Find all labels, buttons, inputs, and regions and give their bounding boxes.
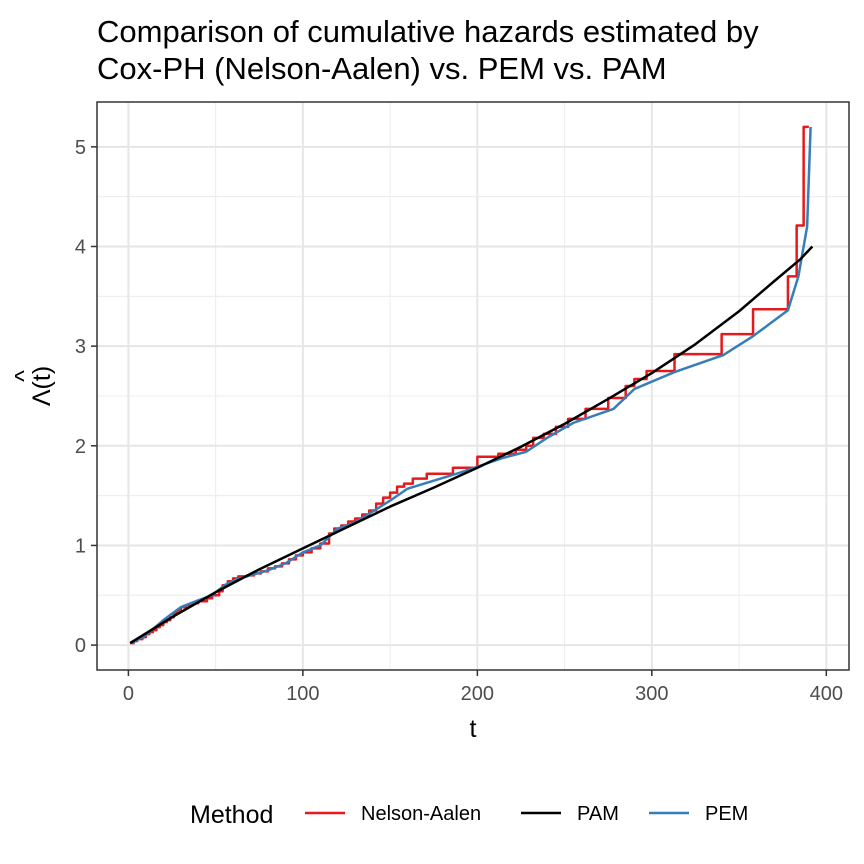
y-tick-label: 5 (75, 137, 86, 159)
chart-title-line-2: Cox-PH (Nelson-Aalen) vs. PEM vs. PAM (97, 51, 667, 86)
x-tick-label: 200 (461, 683, 494, 705)
x-axis-title: t (470, 715, 477, 743)
grid-major (97, 102, 849, 670)
legend-label-pam: PAM (577, 803, 619, 825)
legend: Method Nelson-Aalen PAM PEM (190, 801, 748, 829)
y-axis-title-accent: ^ (10, 370, 38, 382)
y-tick-label: 1 (75, 535, 86, 557)
y-tick-label: 2 (75, 436, 86, 458)
legend-label-pem: PEM (705, 803, 748, 825)
y-axis-title: Λ(t) (28, 366, 56, 406)
x-tick-label: 400 (810, 683, 843, 705)
legend-item-pam: PAM (521, 803, 619, 825)
series-layer (129, 125, 814, 645)
grid-minor (97, 102, 849, 670)
legend-label-nelson-aalen: Nelson-Aalen (361, 803, 481, 825)
legend-item-pem: PEM (649, 803, 748, 825)
y-tick-label: 4 (75, 236, 86, 258)
y-axis: 0 1 2 3 4 5 (75, 137, 97, 657)
x-tick-label: 0 (123, 683, 134, 705)
x-tick-label: 100 (286, 683, 319, 705)
x-axis: 0 100 200 300 400 (123, 670, 843, 705)
series-line-pam (129, 245, 814, 645)
chart-title-line-1: Comparison of cumulative hazards estimat… (97, 14, 759, 49)
legend-title: Method (190, 801, 273, 829)
y-axis-title-group: Λ(t) ^ (10, 366, 56, 406)
plot-panel (97, 102, 849, 670)
plot-border (96, 101, 850, 671)
y-tick-label: 3 (75, 336, 86, 358)
legend-item-nelson-aalen: Nelson-Aalen (305, 803, 481, 825)
x-tick-label: 300 (635, 683, 668, 705)
y-tick-label: 0 (75, 635, 86, 657)
